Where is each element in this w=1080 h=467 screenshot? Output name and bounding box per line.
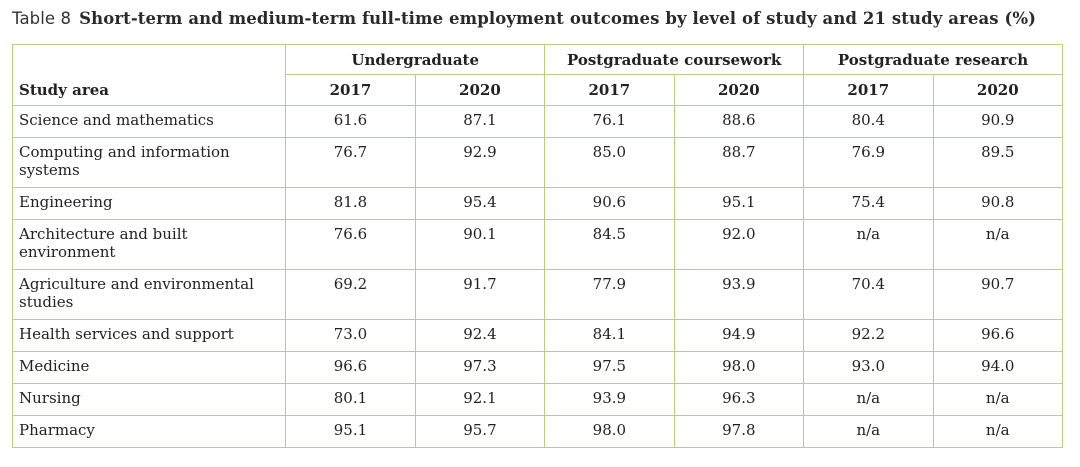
value-cell: 73.0 [285,319,416,352]
value-cell: n/a [932,383,1064,416]
value-cell: 80.1 [285,383,416,416]
study-area-cell: Science and mathematics [11,105,287,138]
value-cell: 93.0 [803,351,934,384]
value-cell: 88.7 [673,137,805,188]
value-cell: 76.9 [803,137,934,188]
value-cell: 90.9 [932,105,1064,138]
value-cell: 81.8 [285,187,416,220]
value-cell: 85.0 [544,137,675,188]
year-header: 2020 [673,74,805,106]
year-header: 2020 [414,74,546,106]
value-cell: 93.9 [673,269,805,320]
value-cell: 84.1 [544,319,675,352]
value-cell: n/a [803,383,934,416]
value-cell: 92.2 [803,319,934,352]
value-cell: 76.7 [285,137,416,188]
group-header-postgraduate-coursework: Postgraduate coursework [544,44,805,75]
value-cell: 97.3 [414,351,546,384]
value-cell: 89.5 [932,137,1064,188]
group-header-undergraduate: Undergraduate [285,44,546,75]
value-cell: 70.4 [803,269,934,320]
table-row: Computing and information systems 76.7 9… [11,137,1064,188]
year-header: 2017 [285,74,416,106]
value-cell: 90.1 [414,219,546,270]
table-row: Science and mathematics 61.6 87.1 76.1 8… [11,105,1064,138]
study-area-header: Study area [11,44,287,106]
table-row: Engineering 81.8 95.4 90.6 95.1 75.4 90.… [11,187,1064,220]
study-area-cell: Pharmacy [11,415,287,448]
study-area-cell: Computing and information systems [11,137,287,188]
table-row: Health services and support 73.0 92.4 84… [11,319,1064,352]
table-number: Table 8 [12,9,72,28]
value-cell: 92.9 [414,137,546,188]
value-cell: 97.5 [544,351,675,384]
table-row: Medicine 96.6 97.3 97.5 98.0 93.0 94.0 [11,351,1064,384]
year-header-row: 2017 2020 2017 2020 2017 2020 [13,74,1064,106]
value-cell: 93.9 [544,383,675,416]
value-cell: 88.6 [673,105,805,138]
study-area-cell: Health services and support [11,319,287,352]
year-header: 2020 [932,74,1064,106]
value-cell: 61.6 [285,105,416,138]
table-row: Nursing 80.1 92.1 93.9 96.3 n/a n/a [11,383,1064,416]
study-area-cell: Medicine [11,351,287,384]
value-cell: 94.0 [932,351,1064,384]
value-cell: 80.4 [803,105,934,138]
value-cell: n/a [803,415,934,448]
group-header-row: Study area Undergraduate Postgraduate co… [11,44,1063,106]
employment-outcomes-table: Study area Undergraduate Postgraduate co… [11,44,1064,448]
value-cell: 92.1 [414,383,546,416]
value-cell: 76.6 [285,219,416,270]
value-cell: 95.7 [414,415,546,448]
value-cell: n/a [803,219,934,270]
table-title: Short-term and medium-term full-time emp… [79,9,1037,28]
study-area-cell: Architecture and built environment [11,219,287,270]
value-cell: 96.3 [673,383,805,416]
value-cell: 95.1 [285,415,416,448]
value-cell: 95.4 [414,187,546,220]
value-cell: 69.2 [285,269,416,320]
table-row: Architecture and built environment 76.6 … [11,219,1064,270]
year-header: 2017 [803,74,934,106]
table-row: Pharmacy 95.1 95.7 98.0 97.8 n/a n/a [11,415,1064,448]
value-cell: 84.5 [544,219,675,270]
value-cell: 96.6 [932,319,1064,352]
value-cell: 98.0 [673,351,805,384]
value-cell: 90.7 [932,269,1064,320]
study-area-cell: Nursing [11,383,287,416]
value-cell: 97.8 [673,415,805,448]
value-cell: 94.9 [673,319,805,352]
study-area-cell: Engineering [11,187,287,220]
study-area-cell: Agriculture and environmental studies [11,269,287,320]
group-header-postgraduate-research: Postgraduate research [803,44,1063,75]
value-cell: 95.1 [673,187,805,220]
value-cell: 87.1 [414,105,546,138]
value-cell: 90.6 [544,187,675,220]
value-cell: n/a [932,219,1064,270]
value-cell: 76.1 [544,105,675,138]
year-header: 2017 [544,74,675,106]
value-cell: 98.0 [544,415,675,448]
value-cell: 77.9 [544,269,675,320]
value-cell: 96.6 [285,351,416,384]
table-row: Agriculture and environmental studies 69… [11,269,1064,320]
value-cell: 75.4 [803,187,934,220]
value-cell: 92.4 [414,319,546,352]
value-cell: 91.7 [414,269,546,320]
value-cell: n/a [932,415,1064,448]
value-cell: 90.8 [932,187,1064,220]
table-caption: Table 8 Short-term and medium-term full-t… [12,9,1036,28]
value-cell: 92.0 [673,219,805,270]
